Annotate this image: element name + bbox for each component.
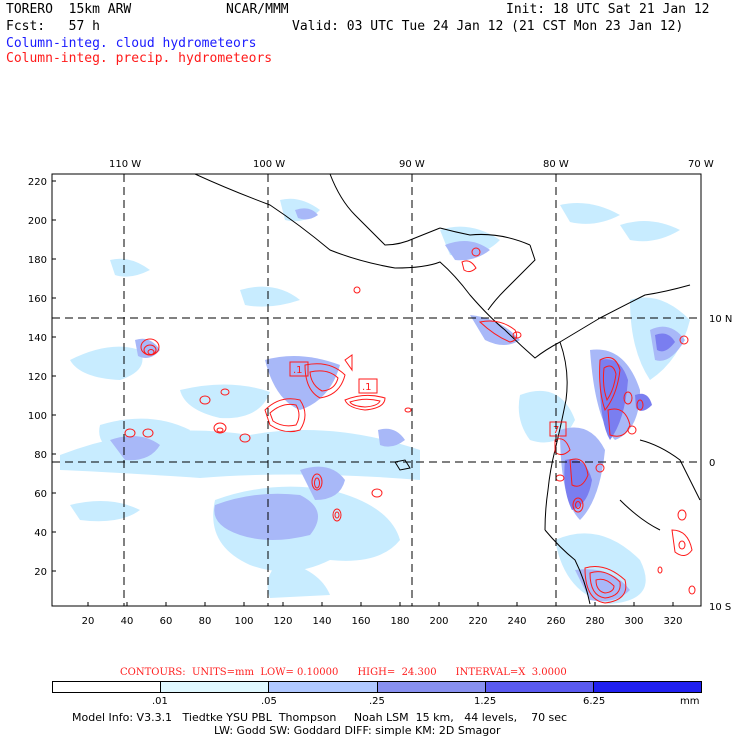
x-tick-label: 60 bbox=[160, 616, 173, 627]
y-tick-label: 200 bbox=[28, 216, 47, 227]
colorbar bbox=[52, 681, 702, 693]
y-tick-label: 160 bbox=[28, 294, 47, 305]
y-tick-label: 100 bbox=[28, 411, 47, 422]
lon-label: 110 W bbox=[109, 159, 141, 170]
x-tick-label: 120 bbox=[273, 616, 292, 627]
org-label: NCAR/MMM bbox=[226, 2, 289, 17]
x-tick-label: 20 bbox=[82, 616, 95, 627]
x-tick-label: 240 bbox=[507, 616, 526, 627]
colorbar-tick: .05 bbox=[261, 696, 277, 707]
lat-label: 10 S bbox=[709, 602, 731, 613]
colorbar-unit: mm bbox=[680, 696, 700, 707]
model-title: TORERO 15km ARW bbox=[6, 2, 132, 17]
lon-label: 90 W bbox=[399, 159, 425, 170]
model-info: Model Info: V3.3.1 Tiedtke YSU PBL Thomp… bbox=[72, 711, 568, 724]
x-tick-label: 140 bbox=[312, 616, 331, 627]
y-tick-label: 80 bbox=[34, 450, 47, 461]
init-time: Init: 18 UTC Sat 21 Jan 12 bbox=[506, 2, 710, 17]
x-tick-label: 260 bbox=[546, 616, 565, 627]
y-tick-label: 220 bbox=[28, 177, 47, 188]
forecast-hour: Fcst: 57 h bbox=[6, 19, 100, 34]
x-tick-label: 160 bbox=[351, 616, 370, 627]
x-tick-label: 180 bbox=[390, 616, 409, 627]
y-tick-label: 180 bbox=[28, 255, 47, 266]
y-tick-label: 60 bbox=[34, 489, 47, 500]
colorbar-swatch bbox=[485, 682, 594, 692]
colorbar-tick: 1.25 bbox=[474, 696, 497, 707]
colorbar-swatch bbox=[53, 682, 162, 692]
y-tick-label: 120 bbox=[28, 372, 47, 383]
plot-frame bbox=[51, 173, 702, 607]
physics-info: LW: Godd SW: Goddard DIFF: simple KM: 2D… bbox=[214, 724, 501, 737]
colorbar-tick: .01 bbox=[152, 696, 168, 707]
shading-layer bbox=[60, 198, 690, 604]
lon-label: 100 W bbox=[253, 159, 285, 170]
lat-label: 10 N bbox=[709, 314, 732, 325]
tick-marks bbox=[52, 180, 674, 606]
x-tick-label: 220 bbox=[468, 616, 487, 627]
field-cloud-label: Column-integ. cloud hydrometeors bbox=[6, 36, 257, 51]
y-tick-label: 20 bbox=[34, 567, 47, 578]
x-tick-label: 280 bbox=[585, 616, 604, 627]
contour-label: .1 bbox=[362, 382, 372, 393]
colorbar-swatch bbox=[377, 682, 486, 692]
colorbar-swatch bbox=[161, 682, 270, 692]
x-tick-label: 40 bbox=[121, 616, 134, 627]
valid-time: Valid: 03 UTC Tue 24 Jan 12 (21 CST Mon … bbox=[292, 19, 684, 34]
contour-label: 7 bbox=[553, 425, 559, 436]
colorbar-tick: .25 bbox=[369, 696, 385, 707]
precip-contours bbox=[124, 247, 696, 604]
colorbar-tick: 6.25 bbox=[583, 696, 606, 707]
colorbar-swatch bbox=[593, 682, 702, 692]
lat-label: 0 bbox=[709, 458, 715, 469]
x-tick-label: 80 bbox=[199, 616, 212, 627]
colorbar-swatch bbox=[269, 682, 378, 692]
contour-info: CONTOURS: UNITS=mm LOW= 0.10000 HIGH= 24… bbox=[120, 667, 567, 678]
contour-label: .1 bbox=[293, 365, 303, 376]
x-tick-label: 200 bbox=[429, 616, 448, 627]
y-tick-label: 140 bbox=[28, 333, 47, 344]
x-tick-label: 320 bbox=[663, 616, 682, 627]
x-tick-label: 300 bbox=[624, 616, 643, 627]
lon-label: 70 W bbox=[688, 159, 714, 170]
x-tick-label: 100 bbox=[234, 616, 253, 627]
y-tick-label: 40 bbox=[34, 528, 47, 539]
graticule bbox=[52, 174, 701, 606]
lon-label: 80 W bbox=[543, 159, 569, 170]
field-precip-label: Column-integ. precip. hydrometeors bbox=[6, 51, 273, 66]
